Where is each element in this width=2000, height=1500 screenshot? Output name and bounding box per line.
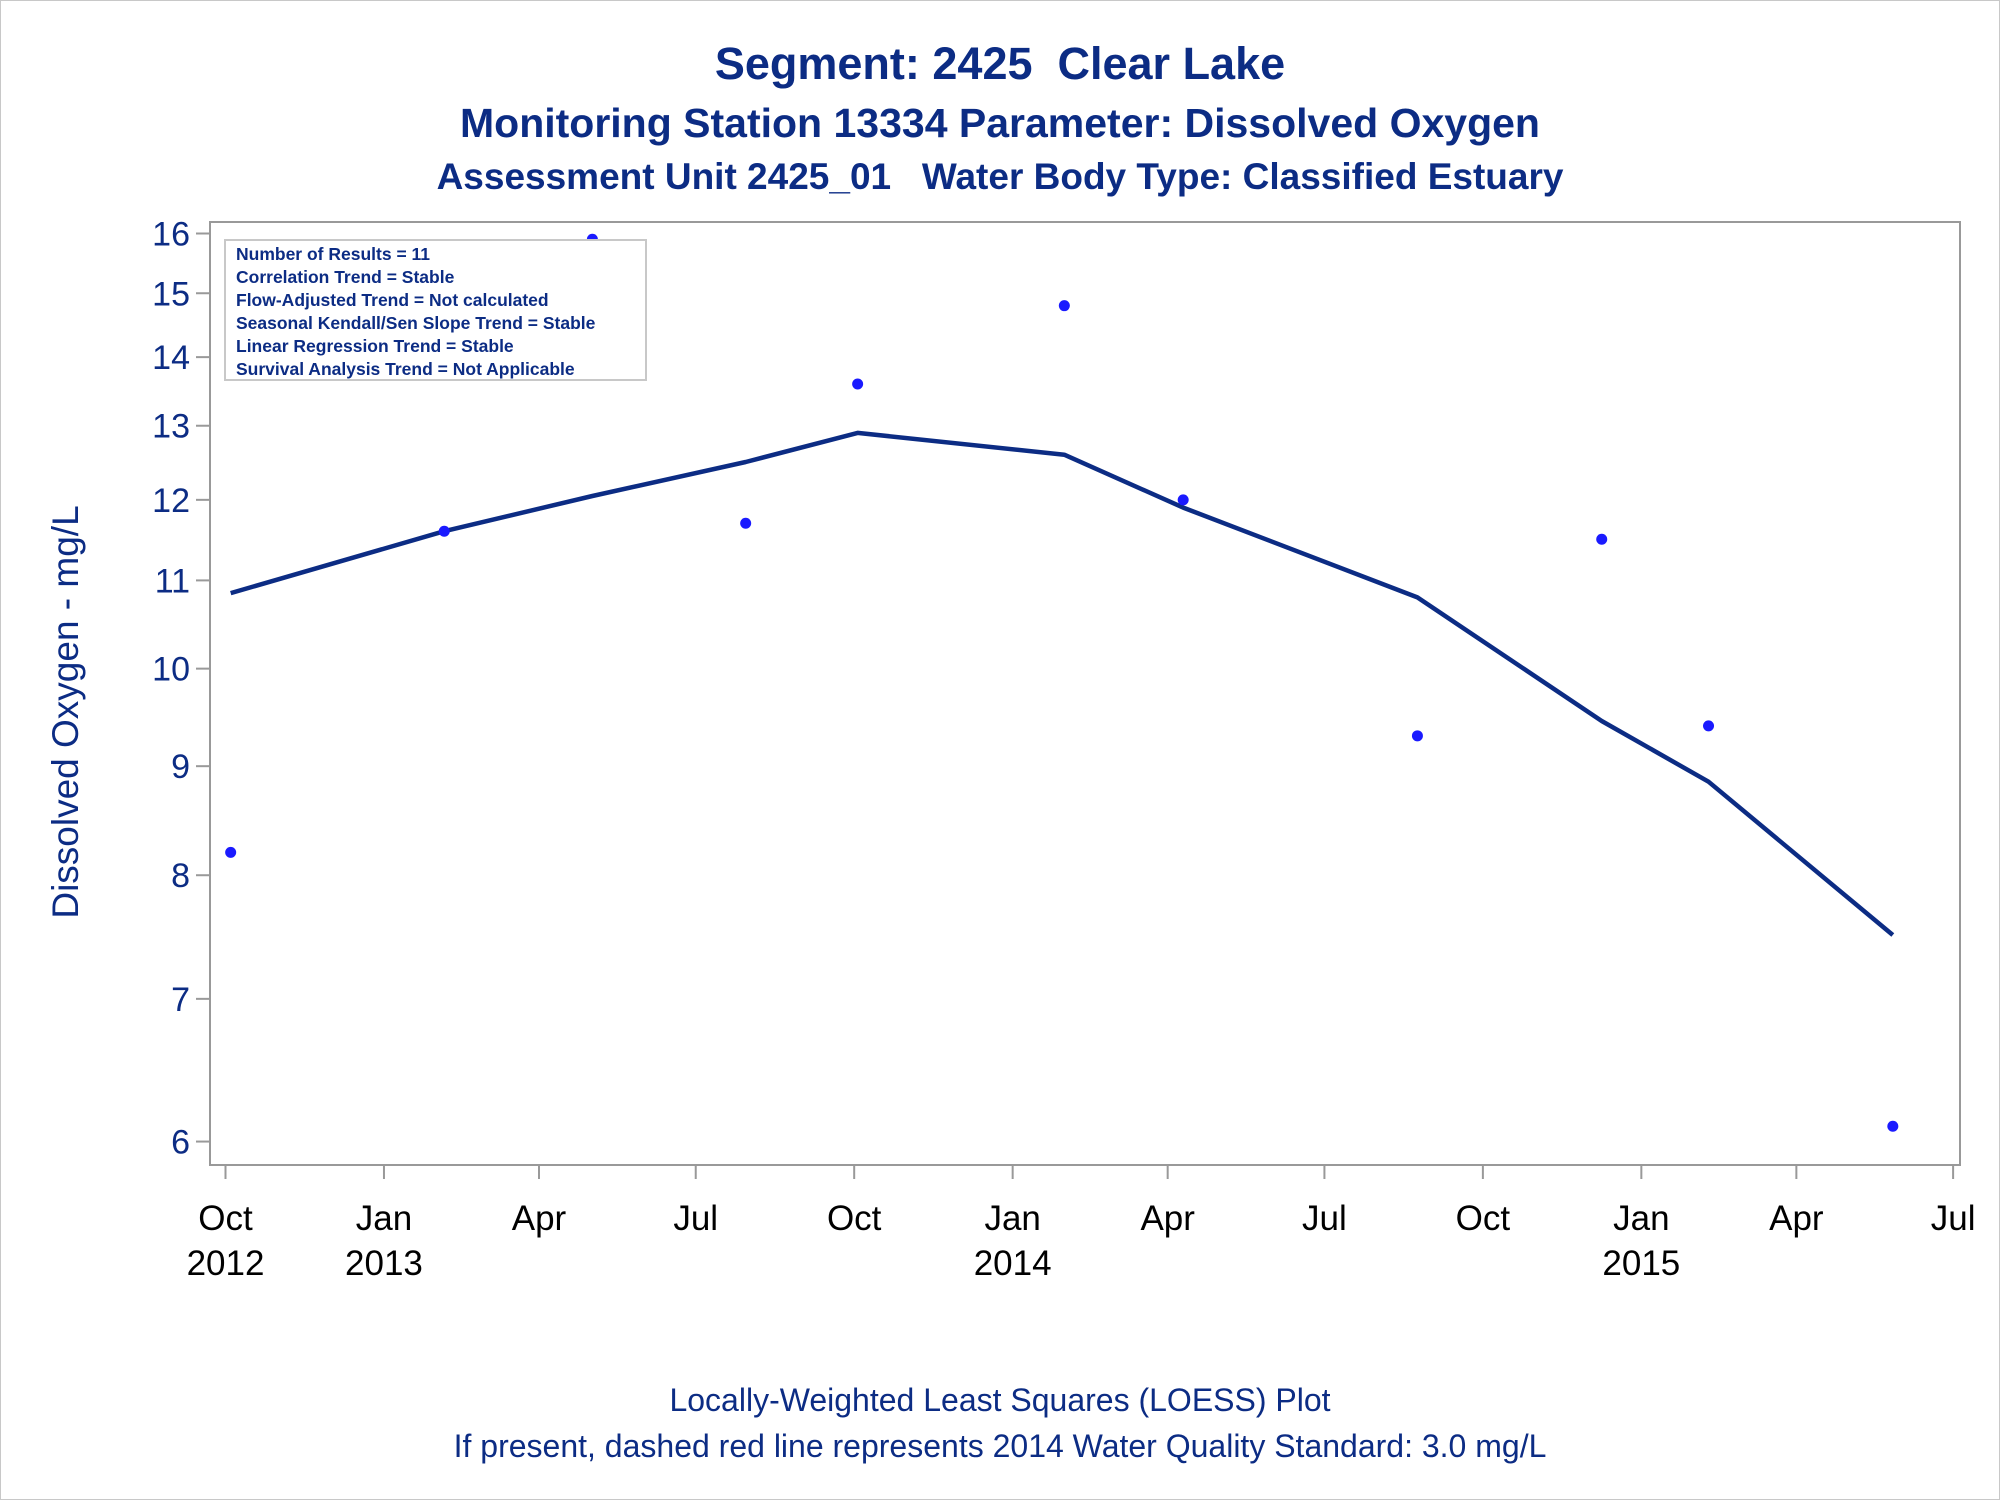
loess-curve-group bbox=[230, 430, 1895, 937]
chart-subtitle: Monitoring Station 13334 Parameter: Diss… bbox=[460, 100, 1540, 146]
data-point bbox=[1411, 730, 1423, 742]
trend-summary-line: Flow-Adjusted Trend = Not calculated bbox=[236, 290, 549, 310]
x-tick-label: Apr bbox=[1769, 1199, 1824, 1238]
trend-summary-line: Survival Analysis Trend = Not Applicable bbox=[236, 359, 575, 379]
x-axis: Oct 2012 Jan 2013 Apr Jul Oct Jan 2014 Apr Jul Oct J… bbox=[187, 1165, 1976, 1283]
x-tick-label: Oct bbox=[1456, 1199, 1511, 1238]
x-tick-label: Apr bbox=[512, 1199, 567, 1238]
x-tick-label: Oct bbox=[198, 1199, 253, 1238]
data-point bbox=[1058, 300, 1070, 312]
x-tick-label: Jul bbox=[1931, 1199, 1976, 1238]
trend-summary-line: Number of Results = 11 bbox=[236, 244, 430, 264]
y-axis-label: Dissolved Oxygen - mg/L bbox=[45, 505, 86, 918]
y-tick-label: 15 bbox=[152, 275, 190, 313]
x-tick-year-label: 2013 bbox=[345, 1244, 423, 1283]
x-tick-label: Apr bbox=[1140, 1199, 1195, 1238]
x-tick-label: Oct bbox=[827, 1199, 882, 1238]
chart-title: Segment: 2425 Clear Lake bbox=[714, 38, 1286, 89]
data-point bbox=[1887, 1120, 1899, 1132]
y-axis: 6 7 8 9 10 11 12 13 14 15 16 bbox=[152, 216, 210, 1162]
data-point bbox=[1177, 494, 1189, 506]
y-tick-label: 9 bbox=[171, 748, 190, 786]
x-tick-year-label: 2012 bbox=[187, 1244, 265, 1283]
trend-summary-line: Correlation Trend = Stable bbox=[236, 267, 455, 287]
y-tick-label: 7 bbox=[171, 981, 190, 1019]
y-tick-label: 6 bbox=[171, 1124, 190, 1162]
trend-summary-border bbox=[224, 239, 647, 381]
x-tick-year-label: 2015 bbox=[1602, 1244, 1680, 1283]
x-tick-year-label: 2014 bbox=[974, 1244, 1052, 1283]
trend-summary-line: Linear Regression Trend = Stable bbox=[236, 336, 514, 356]
data-point bbox=[740, 517, 752, 529]
footnote-standard: If present, dashed red line represents 2… bbox=[453, 1428, 1547, 1464]
footnote-method: Locally-Weighted Least Squares (LOESS) P… bbox=[669, 1382, 1331, 1418]
x-tick-label: Jul bbox=[1302, 1199, 1347, 1238]
loess-curve bbox=[230, 430, 1895, 937]
y-tick-label: 13 bbox=[152, 408, 190, 446]
x-tick-label: Jul bbox=[673, 1199, 718, 1238]
x-tick-label: Jan bbox=[1613, 1199, 1669, 1238]
trend-summary-line: Seasonal Kendall/Sen Slope Trend = Stabl… bbox=[236, 313, 596, 333]
data-point bbox=[225, 846, 237, 858]
y-tick-label: 10 bbox=[152, 651, 190, 689]
data-point bbox=[438, 525, 450, 537]
y-tick-label: 12 bbox=[152, 482, 190, 520]
data-point bbox=[852, 378, 864, 390]
data-point bbox=[1596, 533, 1608, 545]
chart-subtitle-2: Assessment Unit 2425_01 Water Body Type:… bbox=[436, 156, 1564, 197]
x-tick-label: Jan bbox=[984, 1199, 1040, 1238]
plot-area bbox=[209, 221, 1961, 1166]
y-tick-label: 14 bbox=[152, 339, 190, 377]
y-tick-label: 11 bbox=[155, 562, 190, 600]
x-tick-label: Jan bbox=[356, 1199, 412, 1238]
trend-summary-box: Number of Results = 11 Correlation Trend … bbox=[224, 239, 647, 381]
y-tick-label: 16 bbox=[152, 216, 190, 254]
data-point bbox=[1703, 720, 1715, 732]
y-tick-label: 8 bbox=[171, 857, 190, 895]
